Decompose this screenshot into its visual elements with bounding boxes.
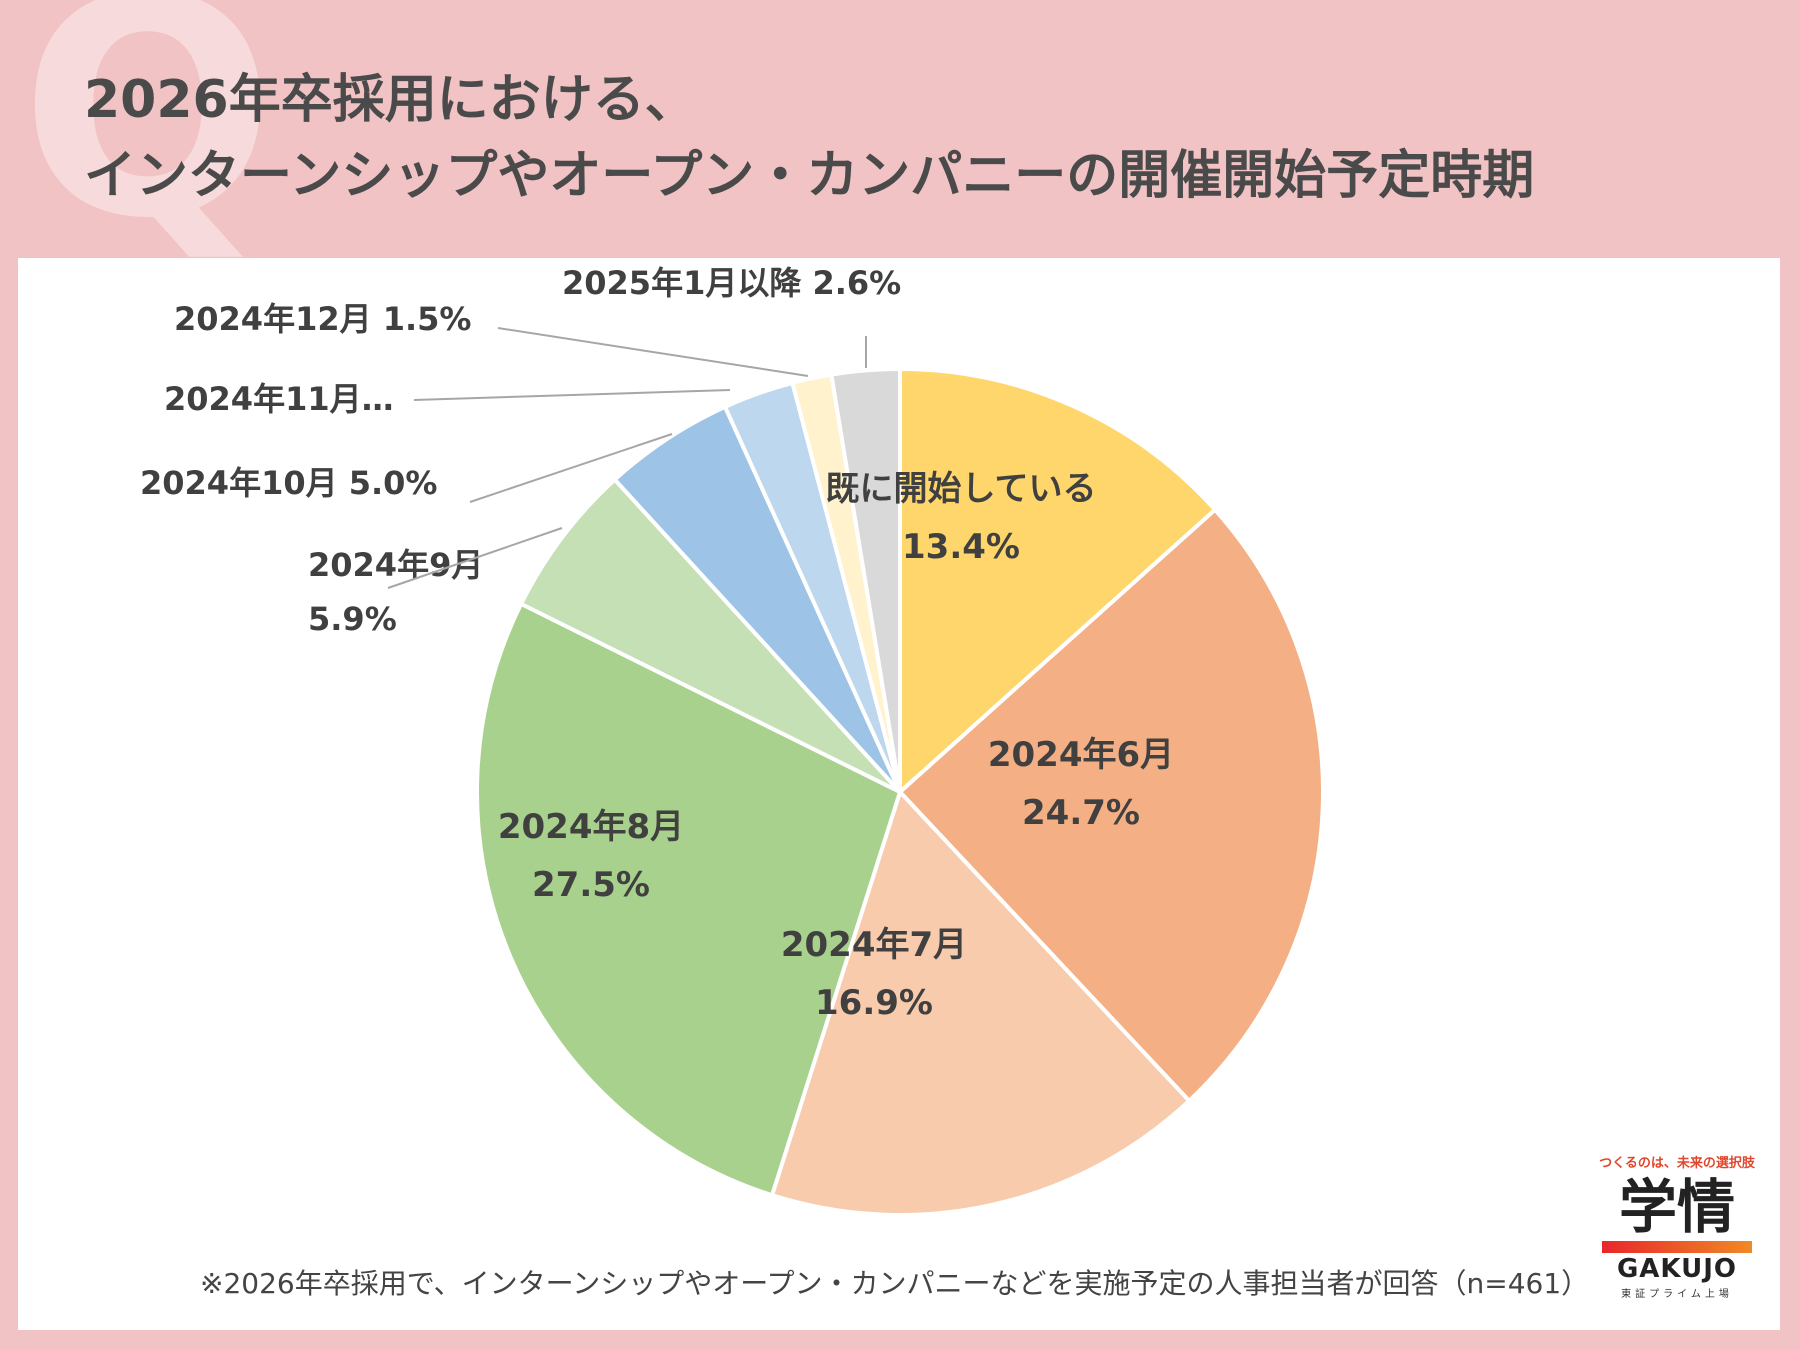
title-line-2: インターンシップやオープン・カンパニーの開催開始予定時期	[84, 146, 1535, 206]
slice-outside-label-6-1: 2024年10月 5.0%	[140, 464, 438, 502]
slice-outside-label-5-2: 5.9%	[308, 600, 397, 638]
slice-label-2: 2024年6月	[988, 735, 1174, 775]
logo-tagline: つくるのは、未来の選択肢	[1599, 1156, 1755, 1171]
pie-chart: 既に開始している 13.4% 2024年6月 24.7% 2024年7月 16.9% 202…	[140, 264, 1325, 1217]
logo-name-en: GAKUJO	[1616, 1254, 1738, 1284]
slice-outside-label-7-1: 2024年11月…	[164, 380, 394, 418]
logo-bar	[1602, 1241, 1752, 1253]
q-decoration: Q	[20, 0, 276, 284]
gakujo-logo: つくるのは、未来の選択肢 学情 GAKUJO 東証プライム上場	[1592, 1152, 1762, 1300]
pie-slice-4	[475, 601, 903, 1198]
leader-line-5	[387, 527, 563, 589]
slice-value-4: 27.5%	[532, 865, 650, 905]
pie-slice-9	[829, 366, 902, 793]
slice-value-3: 16.9%	[815, 983, 933, 1023]
pie-slice-5	[518, 476, 902, 794]
slice-outside-label-8-1: 2024年12月 1.5%	[174, 300, 472, 338]
footnote: ※2026年卒採用で、インターンシップやオープン・カンパニーなどを実施予定の人事…	[200, 1267, 1590, 1300]
logo-name: 学情	[1618, 1173, 1735, 1241]
leader-line-8	[497, 327, 809, 377]
logo-sub: 東証プライム上場	[1621, 1289, 1733, 1300]
slice-value-1: 13.4%	[902, 527, 1020, 567]
chart-panel: 既に開始している 13.4% 2024年6月 24.7% 2024年7月 16.9% 202…	[18, 258, 1780, 1330]
leader-line-7	[413, 389, 731, 401]
title-line-1: 2026年卒採用における、	[84, 70, 697, 130]
slice-value-2: 24.7%	[1022, 793, 1140, 833]
page-title: 2026年卒採用における、 インターンシップやオープン・カンパニーの開催開始予定…	[84, 62, 1534, 214]
pie-slice-2	[897, 506, 1325, 1104]
slice-label-1: 既に開始している	[826, 469, 1097, 509]
slice-outside-label-9-1: 2025年1月以降 2.6%	[562, 264, 901, 302]
pie-slice-3	[769, 788, 1192, 1217]
pie-slice-1	[898, 366, 1218, 797]
slice-label-3: 2024年7月	[781, 925, 967, 965]
slice-label-4: 2024年8月	[498, 807, 684, 847]
leader-line-6	[469, 433, 673, 503]
